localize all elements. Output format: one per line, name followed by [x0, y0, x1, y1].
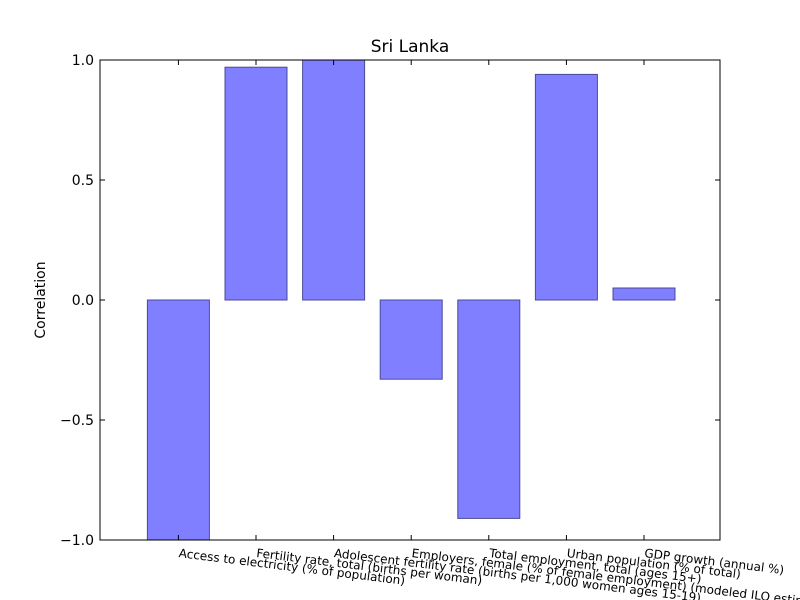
- y-tick-label-3: −0.5: [60, 413, 94, 429]
- bar-6: [612, 287, 676, 301]
- bar-5: [534, 73, 598, 301]
- bar-1: [224, 66, 288, 301]
- y-axis-ticks: 1.0 0.5 0.0 −0.5 −1.0: [60, 53, 720, 549]
- bar-4: [457, 299, 521, 519]
- y-axis-label: Correlation: [33, 261, 49, 338]
- bar-2: [302, 59, 366, 301]
- y-tick-label-4: −1.0: [60, 533, 94, 549]
- bar-0: [146, 299, 210, 541]
- y-tick-label-0: 1.0: [72, 53, 94, 69]
- y-tick-label-1: 0.5: [72, 173, 94, 189]
- bars-group: [146, 59, 676, 541]
- y-tick-label-2: 0.0: [72, 293, 94, 309]
- bar-3: [379, 299, 443, 380]
- chart-title: Sri Lanka: [371, 37, 450, 57]
